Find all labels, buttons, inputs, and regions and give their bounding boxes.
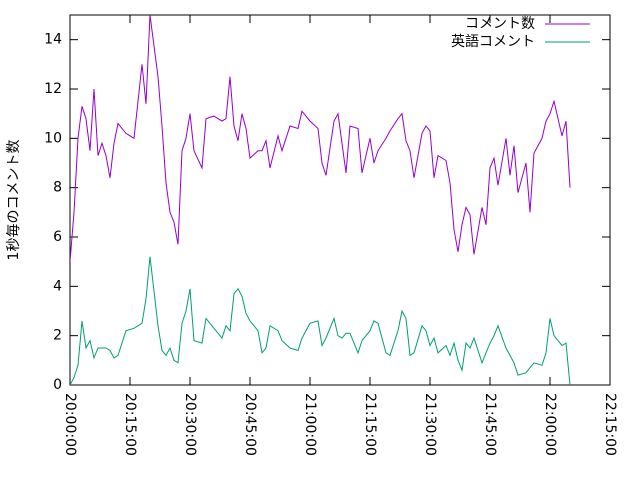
x-tick-label: 21:15:00: [362, 393, 378, 456]
y-tick-label: 2: [53, 328, 62, 344]
y-tick-label: 0: [53, 377, 62, 393]
y-tick-label: 12: [44, 81, 62, 97]
y-axis-label: 1秒毎のコメント数: [6, 140, 22, 261]
x-tick-label: 21:30:00: [422, 393, 438, 456]
y-tick-label: 14: [44, 32, 62, 48]
series-line: [70, 256, 571, 385]
x-tick-label: 20:00:00: [62, 393, 78, 456]
plot-border: [69, 14, 611, 386]
legend-label: 英語コメント: [451, 33, 535, 50]
x-tick-label: 22:00:00: [542, 393, 558, 456]
series-line: [70, 15, 571, 262]
x-tick-label: 20:30:00: [182, 393, 198, 456]
x-tick-label: 21:00:00: [302, 393, 318, 456]
x-tick-label: 21:45:00: [482, 393, 498, 456]
y-tick-label: 4: [53, 278, 62, 294]
x-tick-label: 22:15:00: [602, 393, 618, 456]
legend-label: コメント数: [465, 16, 535, 32]
y-tick-label: 6: [53, 229, 62, 245]
y-tick-label: 8: [53, 180, 62, 196]
y-tick-label: 10: [44, 130, 62, 146]
x-tick-label: 20:45:00: [242, 393, 258, 456]
x-tick-label: 20:15:00: [122, 393, 138, 456]
